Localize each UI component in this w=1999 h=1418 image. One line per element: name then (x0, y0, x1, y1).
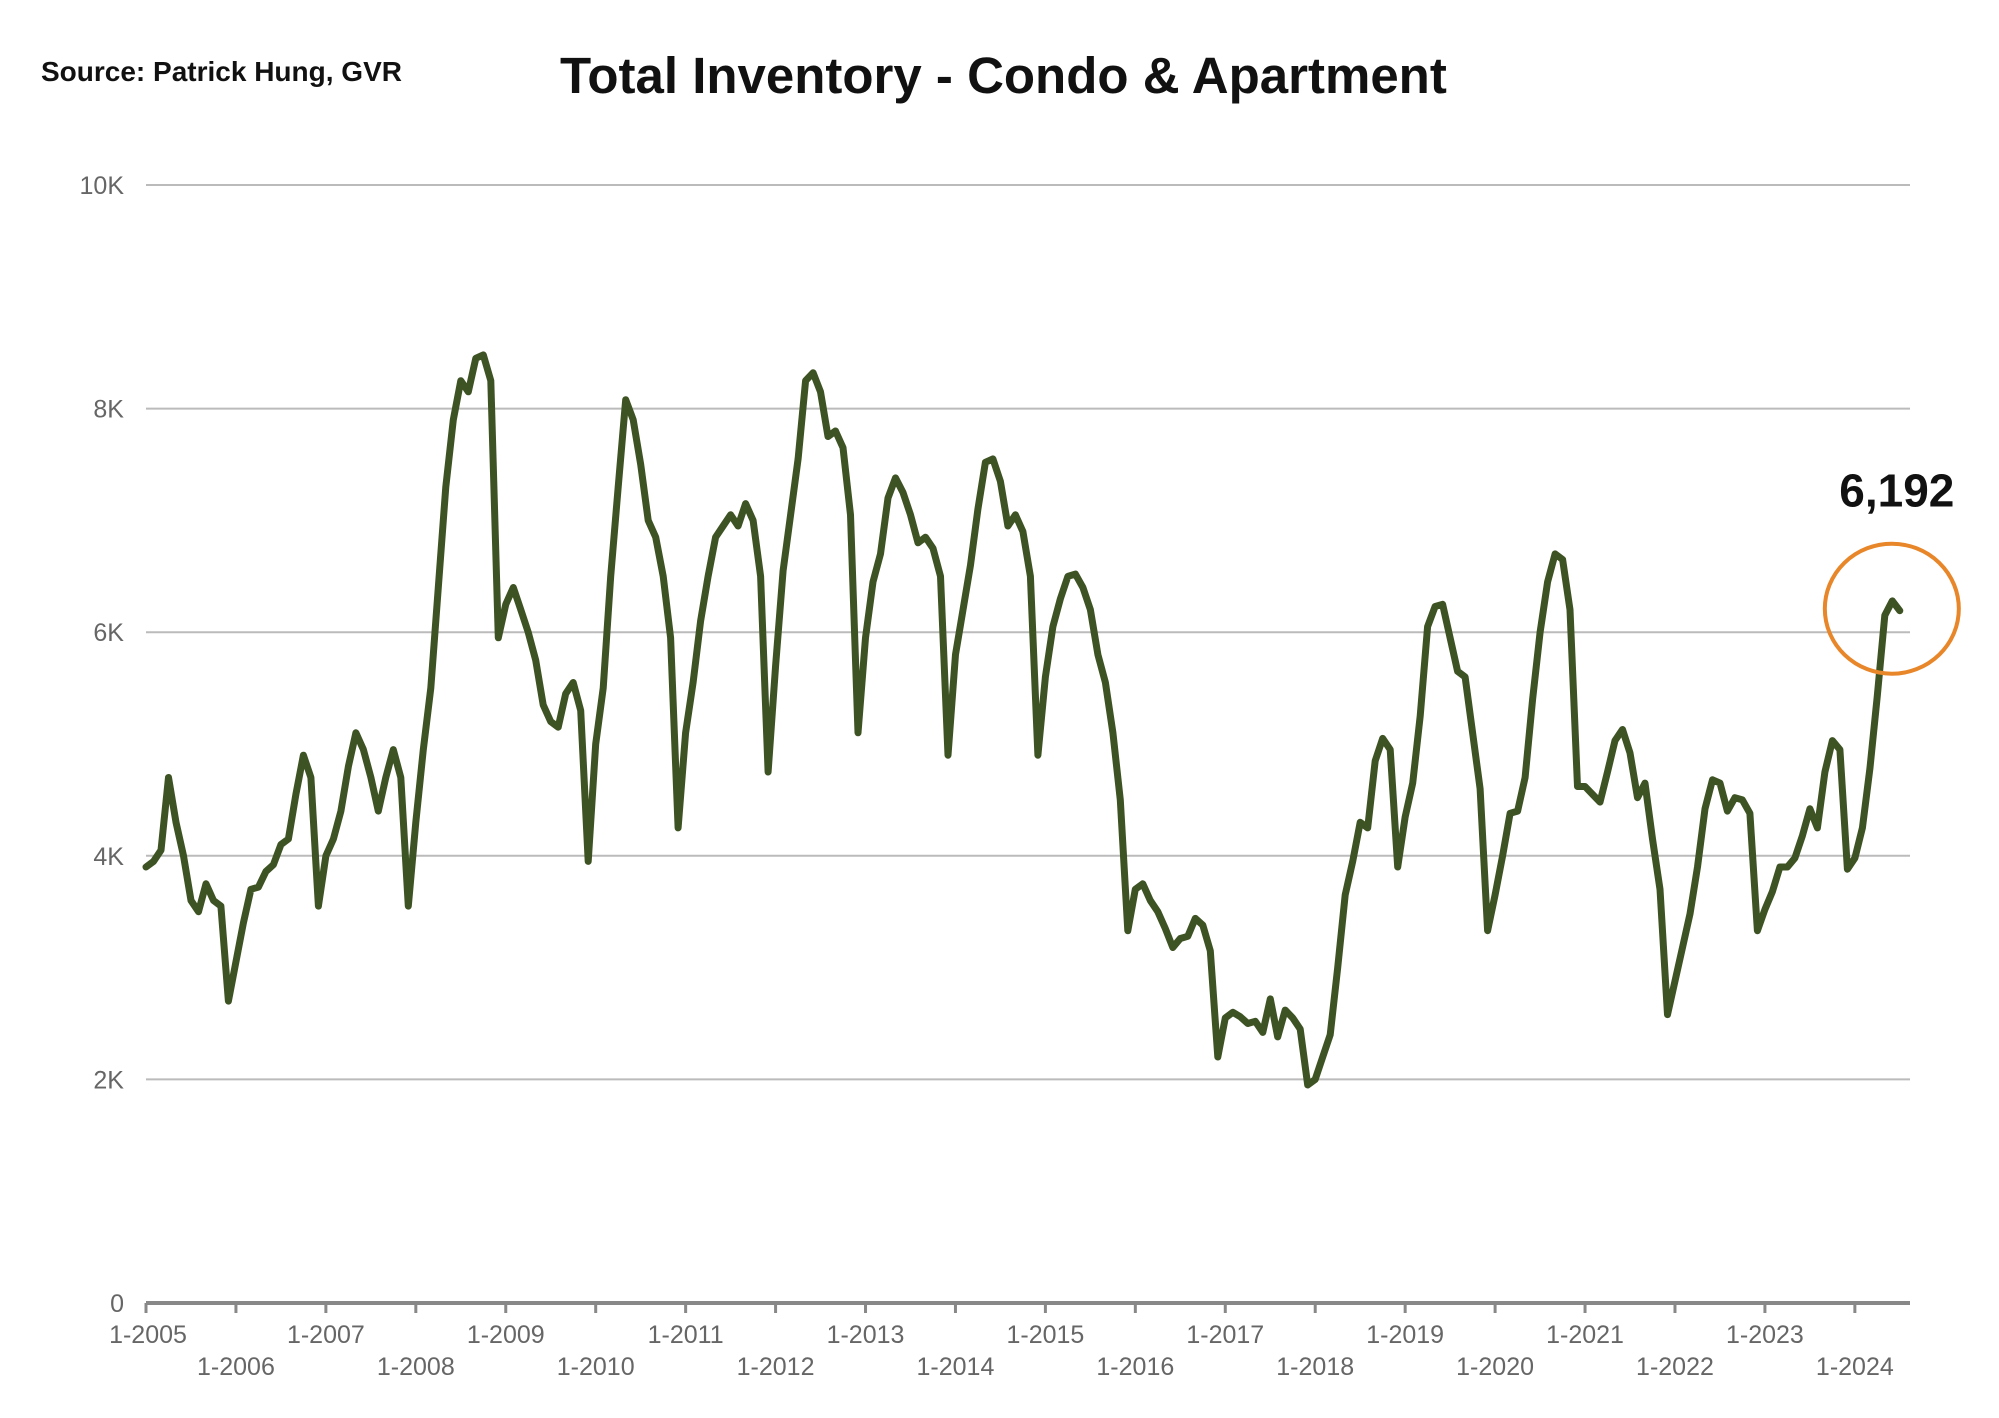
callout-circle (1822, 541, 1961, 676)
y-tick-label: 0 (110, 1290, 124, 1318)
x-tick-label: 1-2011 (648, 1321, 724, 1349)
x-tick-label: 1-2015 (1006, 1321, 1084, 1349)
source-credit: Source: Patrick Hung, GVR (41, 56, 402, 87)
callout-layer: 6,192 (1822, 465, 1961, 676)
y-tick-label: 8K (93, 396, 124, 424)
x-tick-label: 1-2024 (1816, 1353, 1894, 1381)
x-tick-label: 1-2016 (1096, 1353, 1174, 1381)
x-tick-label: 1-2006 (197, 1353, 275, 1381)
y-tick-label: 6K (93, 619, 124, 647)
x-tick-label: 1-2019 (1366, 1321, 1444, 1349)
x-tick-label: 1-2013 (827, 1321, 905, 1349)
series-layer (142, 351, 1904, 1089)
x-tick-label: 1-2012 (737, 1353, 815, 1381)
x-tick-label: 1-2021 (1546, 1321, 1624, 1349)
x-tick-label: 1-2009 (467, 1321, 545, 1349)
y-tick-label: 4K (93, 843, 124, 871)
y-tick-label: 2K (93, 1066, 124, 1094)
x-tick-label: 1-2014 (917, 1353, 995, 1381)
x-axis: 1-2005 1-2006 1-2007 1-2008 1-2009 1-2010 1-20… (109, 1301, 1910, 1381)
x-tick-label: 1-2007 (287, 1321, 365, 1349)
x-tick-label: 1-2022 (1636, 1353, 1714, 1381)
x-tick-label: 1-2020 (1456, 1353, 1534, 1381)
y-axis-tick-labels: 0 2K 4K 6K 8K 10K (80, 172, 125, 1318)
x-tick-label: 1-2023 (1726, 1321, 1804, 1349)
x-tick-label: 1-2017 (1186, 1321, 1264, 1349)
chart-title: Total Inventory - Condo & Apartment (560, 47, 1447, 104)
y-tick-label: 10K (80, 172, 125, 200)
series-line (142, 351, 1904, 1089)
x-tick-label: 1-2010 (557, 1353, 635, 1381)
x-tick-label: 1-2018 (1276, 1353, 1354, 1381)
x-tick-label: 1-2008 (377, 1353, 455, 1381)
callout-value-label: 6,192 (1839, 465, 1954, 517)
x-tick-label: 1-2005 (109, 1321, 187, 1349)
gridlines (146, 184, 1910, 1081)
